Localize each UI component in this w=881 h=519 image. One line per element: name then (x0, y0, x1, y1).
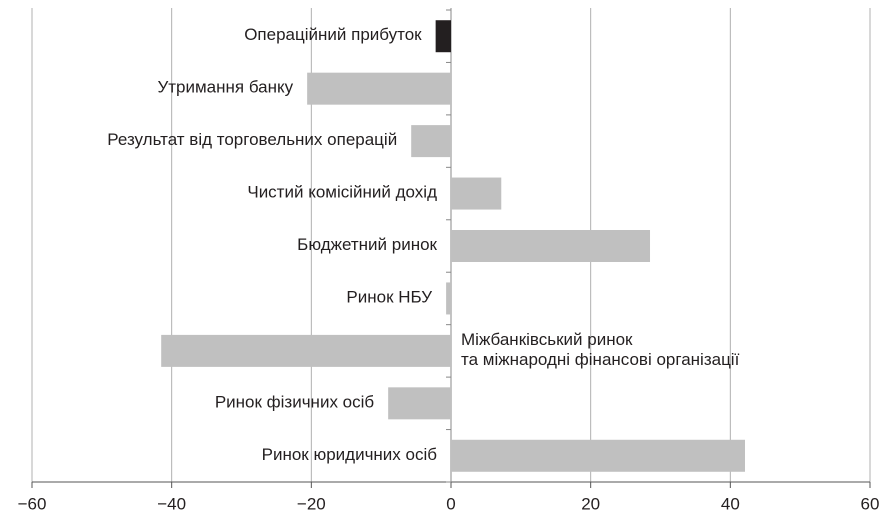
x-tick-label: −40 (157, 494, 186, 513)
category-label-line: Утримання банку (157, 78, 293, 97)
category-label-line: Операційний прибуток (244, 26, 422, 45)
category-label-line: Ринок НБУ (346, 288, 432, 307)
bar (451, 439, 745, 472)
category-label: Ринок фізичних осіб (215, 393, 375, 412)
category-label: Чистий комісійний дохід (247, 183, 437, 202)
bar (411, 125, 451, 158)
category-label-line: Міжбанківський ринок (461, 330, 633, 349)
x-tick-label: −20 (297, 494, 326, 513)
x-tick-label: 60 (861, 494, 880, 513)
category-label: Бюджетний ринок (297, 235, 437, 254)
bar (388, 387, 451, 420)
bar (451, 177, 502, 210)
x-tick-label: 40 (721, 494, 740, 513)
category-label: Утримання банку (157, 78, 293, 97)
bar (435, 20, 451, 53)
category-label: Ринок юридичних осіб (262, 445, 438, 464)
bar (446, 282, 451, 315)
category-label: Міжбанківський ринок та міжнародні фінанс… (461, 330, 740, 369)
category-label: Ринок НБУ (346, 288, 432, 307)
category-label-line: Ринок фізичних осіб (215, 393, 375, 412)
x-tick-label: 0 (446, 494, 455, 513)
x-tick-label: −60 (18, 494, 47, 513)
category-label: Результат від торговельних операцій (107, 131, 397, 150)
category-label-line: та міжнародні фінансові організації (461, 350, 740, 369)
category-label-line: Чистий комісійний дохід (247, 183, 437, 202)
bar (451, 230, 651, 262)
bar (307, 72, 451, 105)
category-label-line: Бюджетний ринок (297, 235, 437, 254)
category-label-line: Результат від торговельних операцій (107, 131, 397, 150)
category-label-line: Ринок юридичних осіб (262, 445, 438, 464)
bar (161, 334, 452, 367)
x-tick-label: 20 (581, 494, 600, 513)
category-label: Операційний прибуток (244, 26, 422, 45)
